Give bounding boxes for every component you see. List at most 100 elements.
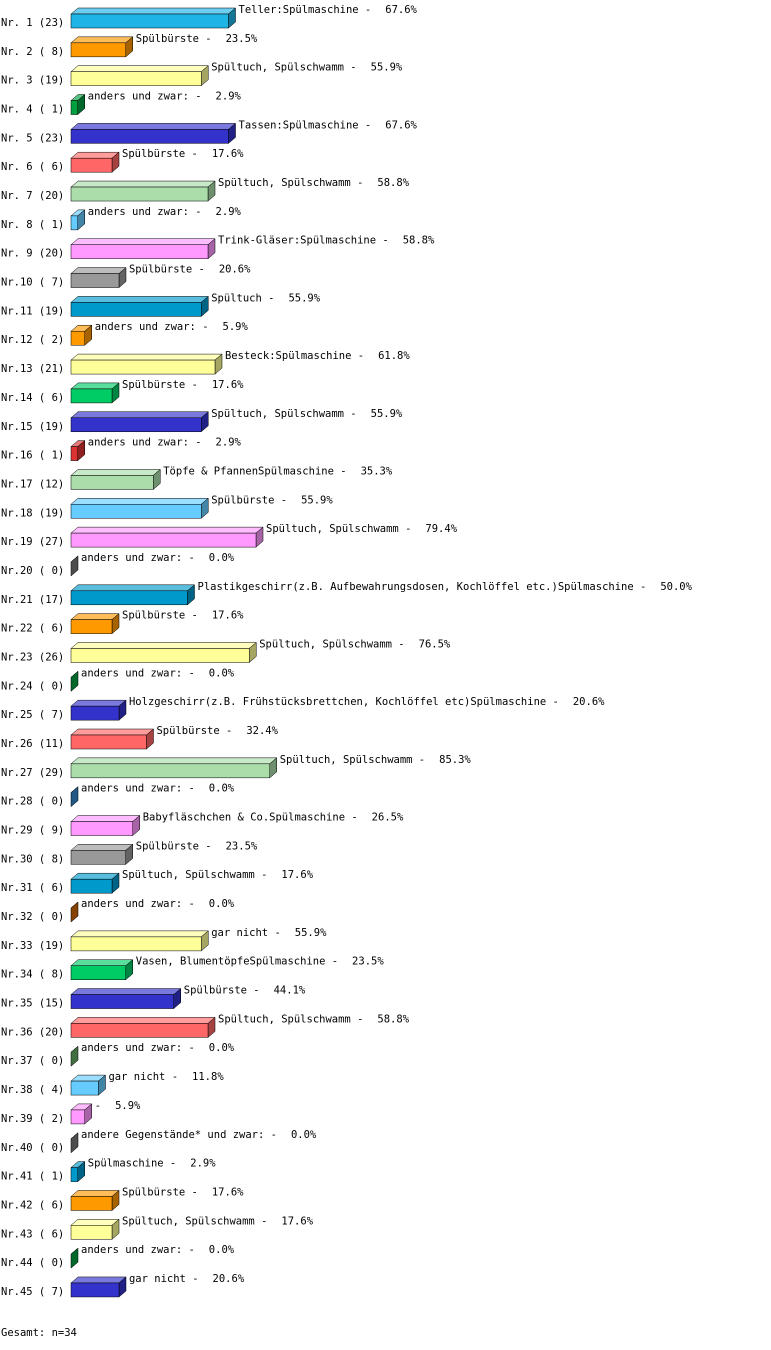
value-label: 55.9%	[301, 494, 333, 506]
bar-name: Töpfe & PfannenSpülmaschine -	[163, 465, 346, 477]
bar-top	[70, 469, 161, 476]
bar-top	[70, 1276, 127, 1284]
bar	[70, 613, 120, 635]
bar-name: anders und zwar: -	[81, 1244, 195, 1256]
bar-name: Spültuch, Spülschwamm -	[211, 408, 356, 420]
row-label: Nr.44 ( 0)	[1, 1257, 64, 1269]
bar-side	[70, 670, 79, 692]
row-label: Nr.21 (17)	[1, 594, 64, 606]
value-label: 17.6%	[281, 869, 313, 881]
value-label: 0.0%	[209, 552, 235, 564]
bar	[70, 1103, 93, 1125]
bar	[70, 843, 134, 865]
bar-label: anders und zwar: - 0.0%	[81, 1042, 235, 1054]
value-label: 17.6%	[212, 148, 244, 160]
bar-name: Spülbürste -	[156, 725, 232, 737]
bar-top	[70, 180, 216, 188]
bar-name: anders und zwar: -	[81, 552, 195, 564]
bar-label: Holzgeschirr(z.B. Frühstücksbrettchen, K…	[129, 696, 605, 708]
bar-name: Spültuch, Spülschwamm -	[122, 869, 267, 881]
bar-front	[70, 1167, 79, 1182]
bar	[70, 1132, 79, 1154]
bar-label: Spültuch, Spülschwamm - 58.8%	[218, 177, 410, 189]
bar-top	[70, 267, 127, 274]
bar-name: Spülbürste -	[122, 1186, 198, 1198]
bar-name: Trink-Gläser:Spülmaschine -	[218, 235, 389, 247]
bar	[70, 786, 79, 808]
row-label: Nr.37 ( 0)	[1, 1055, 64, 1067]
bar	[70, 814, 141, 837]
bar-front	[70, 330, 85, 346]
bar	[70, 353, 223, 375]
row-label: Nr.36 (20)	[1, 1026, 64, 1038]
bar	[70, 526, 264, 548]
bar-front	[70, 359, 216, 375]
bar-label: Spülbürste - 17.6%	[122, 148, 244, 160]
bar-name: anders und zwar: -	[88, 91, 202, 103]
bar-top	[70, 642, 257, 649]
row-label: Nr. 1 (23)	[1, 17, 64, 29]
row-label: Nr.17 (12)	[1, 478, 64, 490]
bar-front	[70, 244, 209, 259]
value-label: 58.8%	[377, 177, 409, 189]
value-label: 0.0%	[209, 783, 235, 795]
bar-name: anders und zwar: -	[95, 321, 209, 333]
bar-name: Teller:Spülmaschine -	[239, 4, 372, 16]
bar-name: Spülbürste -	[211, 494, 287, 506]
bar	[70, 1045, 79, 1067]
bar-label: Spültuch, Spülschwamm - 17.6%	[122, 1215, 314, 1227]
bar-name: Vasen, BlumentöpfeSpülmaschine -	[136, 956, 338, 968]
bar-top	[70, 699, 127, 707]
bar	[70, 324, 93, 346]
bar-name: Spülbürste -	[122, 610, 198, 622]
bar-top	[70, 123, 237, 130]
bar-top	[70, 411, 209, 419]
row-label: Nr.11 (19)	[1, 305, 64, 317]
row-label: Nr. 3 (19)	[1, 75, 64, 87]
bar	[70, 959, 134, 981]
bar-side	[70, 1247, 79, 1269]
bar-front	[70, 273, 120, 288]
bar-label: Spültuch, Spülschwamm - 85.3%	[280, 754, 472, 766]
bar-side	[70, 1132, 79, 1154]
value-label: 0.0%	[209, 1244, 235, 1256]
bar-label: - 5.9%	[95, 1100, 141, 1112]
bar-label: anders und zwar: - 0.0%	[81, 552, 235, 564]
bar-name: Spülbürste -	[129, 264, 205, 276]
bar-front	[70, 71, 202, 86]
bar-name: Spülmaschine -	[88, 1158, 177, 1170]
bar-name: Holzgeschirr(z.B. Frühstücksbrettchen, K…	[129, 696, 559, 708]
bar	[70, 699, 127, 721]
bar-label: Plastikgeschirr(z.B. Aufbewahrungsdosen,…	[198, 581, 693, 593]
bar-name: Spülbürste -	[122, 379, 198, 391]
footer: Gesamt: n=34	[1, 1327, 77, 1339]
bar-name: Spülbürste -	[122, 148, 198, 160]
bar-top	[70, 296, 209, 303]
value-label: 44.1%	[274, 985, 306, 997]
bar	[70, 382, 120, 404]
bar-label: Teller:Spülmaschine - 67.6%	[239, 4, 418, 16]
bar-top	[70, 238, 216, 245]
bar-label: Tassen:Spülmaschine - 67.6%	[239, 119, 418, 131]
bar-name: gar nicht -	[129, 1273, 199, 1285]
bar-front	[70, 388, 113, 404]
bar-front	[70, 215, 79, 231]
row-label: Nr.20 ( 0)	[1, 565, 64, 577]
bar-label: gar nicht - 11.8%	[108, 1071, 224, 1083]
bar-label: Spülbürste - 23.5%	[136, 33, 258, 45]
value-label: 76.5%	[419, 638, 451, 650]
row-label: Nr.45 ( 7)	[1, 1286, 64, 1298]
bar-side	[70, 901, 79, 923]
bar-front	[70, 1023, 209, 1038]
bar-front	[70, 936, 202, 952]
bar	[70, 641, 257, 664]
bar	[70, 988, 182, 1010]
bar-front	[70, 734, 147, 750]
bar	[70, 728, 155, 750]
bar	[70, 440, 86, 462]
row-label: Nr.19 (27)	[1, 536, 64, 548]
bar-label: anders und zwar: - 0.0%	[81, 667, 235, 679]
row-label: Nr.38 ( 4)	[1, 1084, 64, 1096]
value-label: 23.5%	[352, 956, 384, 968]
bar-name: Babyfläschchen & Co.Spülmaschine -	[143, 812, 358, 824]
